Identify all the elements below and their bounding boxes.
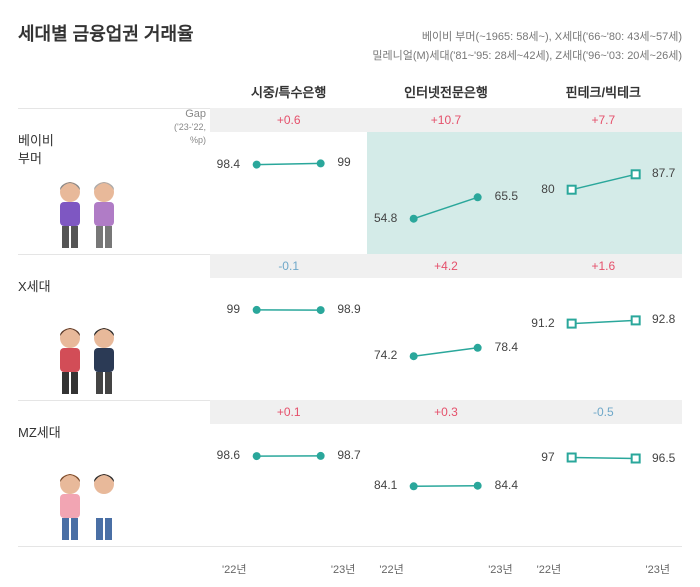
- row-label-box: 베이비 부머: [18, 108, 158, 254]
- value-label-start: 97: [521, 450, 555, 464]
- chart-cell: 91.292.8: [525, 254, 682, 400]
- value-label-end: 78.4: [495, 340, 529, 354]
- value-label-start: 80: [521, 182, 555, 196]
- row-label-box: MZ세대: [18, 400, 158, 546]
- x-axis-col-2: '22년 '23년: [367, 561, 524, 577]
- chart-cell: 54.865.5: [367, 108, 524, 254]
- row-label: MZ세대: [18, 424, 158, 442]
- chart-cell: 98.698.7: [210, 400, 367, 546]
- value-label-end: 84.4: [495, 478, 529, 492]
- legend-block: 베이비 부머(~1965: 58세~), X세대('66~'80: 43세~57…: [372, 28, 682, 65]
- x-axis-label: '23년: [488, 561, 512, 577]
- generation-row: -0.1+4.2+1.6X세대 9998.9 74.278.4 91.292.8: [18, 254, 682, 400]
- x-axis-label: '23년: [331, 561, 355, 577]
- value-label-start: 54.8: [363, 211, 397, 225]
- row-cells: 98.698.7 84.184.4 9796.5: [210, 400, 682, 546]
- gap-caption-main: Gap: [185, 108, 206, 120]
- value-label-start: 99: [206, 302, 240, 316]
- chart-title: 세대별 금융업권 거래율: [18, 20, 194, 46]
- generation-illustration: [48, 174, 128, 254]
- value-label-start: 98.6: [206, 448, 240, 462]
- x-axis-label: '22년: [537, 561, 561, 577]
- x-axis-col-1: '22년 '23년: [210, 561, 367, 577]
- value-label-end: 92.8: [652, 312, 686, 326]
- chart-cell: 8087.7: [525, 108, 682, 254]
- row-cells: 9998.9 74.278.4 91.292.8: [210, 254, 682, 400]
- column-header-1: 시중/특수은행: [210, 82, 367, 101]
- x-axis: '22년 '23년 '22년 '23년 '22년 '23년: [210, 561, 682, 577]
- chart-cell: 98.499: [210, 108, 367, 254]
- x-axis-label: '22년: [222, 561, 246, 577]
- row-label-box: X세대: [18, 254, 158, 400]
- x-axis-label: '22년: [379, 561, 403, 577]
- value-label-end: 98.9: [337, 302, 371, 316]
- chart-cell: 74.278.4: [367, 254, 524, 400]
- column-header-3: 핀테크/빅테크: [525, 82, 682, 101]
- value-label-start: 91.2: [521, 316, 555, 330]
- x-axis-col-3: '22년 '23년: [525, 561, 682, 577]
- generation-illustration: [48, 320, 128, 400]
- gap-caption-sub: ('23-'22, %p): [174, 122, 206, 145]
- generation-illustration: [48, 466, 128, 546]
- x-axis-label: '23년: [646, 561, 670, 577]
- gap-caption: Gap ('23-'22, %p): [158, 108, 206, 148]
- column-header-2: 인터넷전문은행: [367, 82, 524, 101]
- column-headers: 시중/특수은행 인터넷전문은행 핀테크/빅테크: [210, 82, 682, 101]
- row-label: 베이비 부머: [18, 132, 158, 168]
- chart-cell: 9796.5: [525, 400, 682, 546]
- value-label-start: 84.1: [363, 478, 397, 492]
- value-label-end: 87.7: [652, 166, 686, 180]
- legend-line-2: 밀레니얼(M)세대('81~'95: 28세~42세), Z세대('96~'03…: [372, 47, 682, 66]
- value-label-end: 99: [337, 155, 371, 169]
- row-cells: 98.499 54.865.5 8087.7: [210, 108, 682, 254]
- value-label-start: 74.2: [363, 348, 397, 362]
- legend-line-1: 베이비 부머(~1965: 58세~), X세대('66~'80: 43세~57…: [372, 28, 682, 47]
- chart-cell: 84.184.4: [367, 400, 524, 546]
- value-label-end: 96.5: [652, 451, 686, 465]
- value-label-end: 98.7: [337, 448, 371, 462]
- generation-row: +0.6+10.7+7.7Gap('23-'22, %p)베이비 부머 98.4…: [18, 108, 682, 254]
- value-label-start: 98.4: [206, 157, 240, 171]
- generation-row: +0.1+0.3-0.5MZ세대 98.698.7 84.184.4 9796.…: [18, 400, 682, 546]
- row-label: X세대: [18, 278, 158, 296]
- chart-cell: 9998.9: [210, 254, 367, 400]
